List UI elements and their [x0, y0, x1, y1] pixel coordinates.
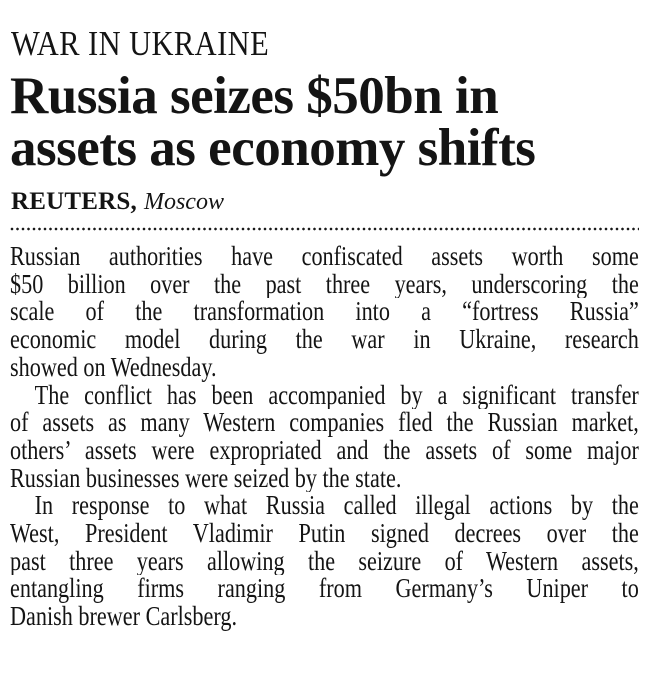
- body-line: The conflict has been accompanied by a s…: [34, 381, 639, 410]
- body-line: $50 billion over the past three years, u…: [10, 270, 639, 299]
- section-kicker: WAR IN UKRAINE: [11, 24, 270, 63]
- body-line: West, President Vladimir Putin signed de…: [10, 520, 639, 548]
- body-line: of assets as many Western companies fled…: [10, 409, 639, 437]
- body-line: others’ assets were expropriated and the…: [10, 436, 639, 465]
- body-line: economic model during the war in Ukraine…: [10, 326, 639, 354]
- article-body: Russian authorities have confiscated ass…: [10, 243, 639, 631]
- body-line: Russian businesses were seized by the st…: [10, 464, 402, 493]
- byline-location: Moscow: [143, 189, 224, 215]
- headline-line-1: Russia seizes $50bn in: [10, 67, 499, 125]
- article-page: WAR IN UKRAINE Russia seizes $50bn in as…: [0, 26, 649, 678]
- headline-line-2: assets as economy shifts: [10, 119, 536, 177]
- body-line: showed on Wednesday.: [10, 353, 217, 382]
- body-line: In response to what Russia called illega…: [34, 492, 639, 521]
- body-line: past three years allowing the seizure of…: [10, 547, 639, 576]
- byline: REUTERS, Moscow: [11, 189, 649, 215]
- body-line: scale of the transformation into a “fort…: [10, 298, 639, 327]
- byline-agency: REUTERS,: [11, 188, 137, 215]
- dotted-divider: [10, 227, 639, 231]
- headline: Russia seizes $50bn in assets as economy…: [10, 67, 649, 177]
- body-line: Russian authorities have confiscated ass…: [10, 243, 639, 271]
- body-line: Danish brewer Carlsberg.: [10, 603, 238, 631]
- paragraph-3: In response to what Russia called illega…: [10, 492, 639, 631]
- paragraph-1: Russian authorities have confiscated ass…: [10, 243, 639, 382]
- paragraph-2: The conflict has been accompanied by a s…: [10, 382, 639, 493]
- body-line: entangling firms ranging from Germany’s …: [10, 575, 639, 604]
